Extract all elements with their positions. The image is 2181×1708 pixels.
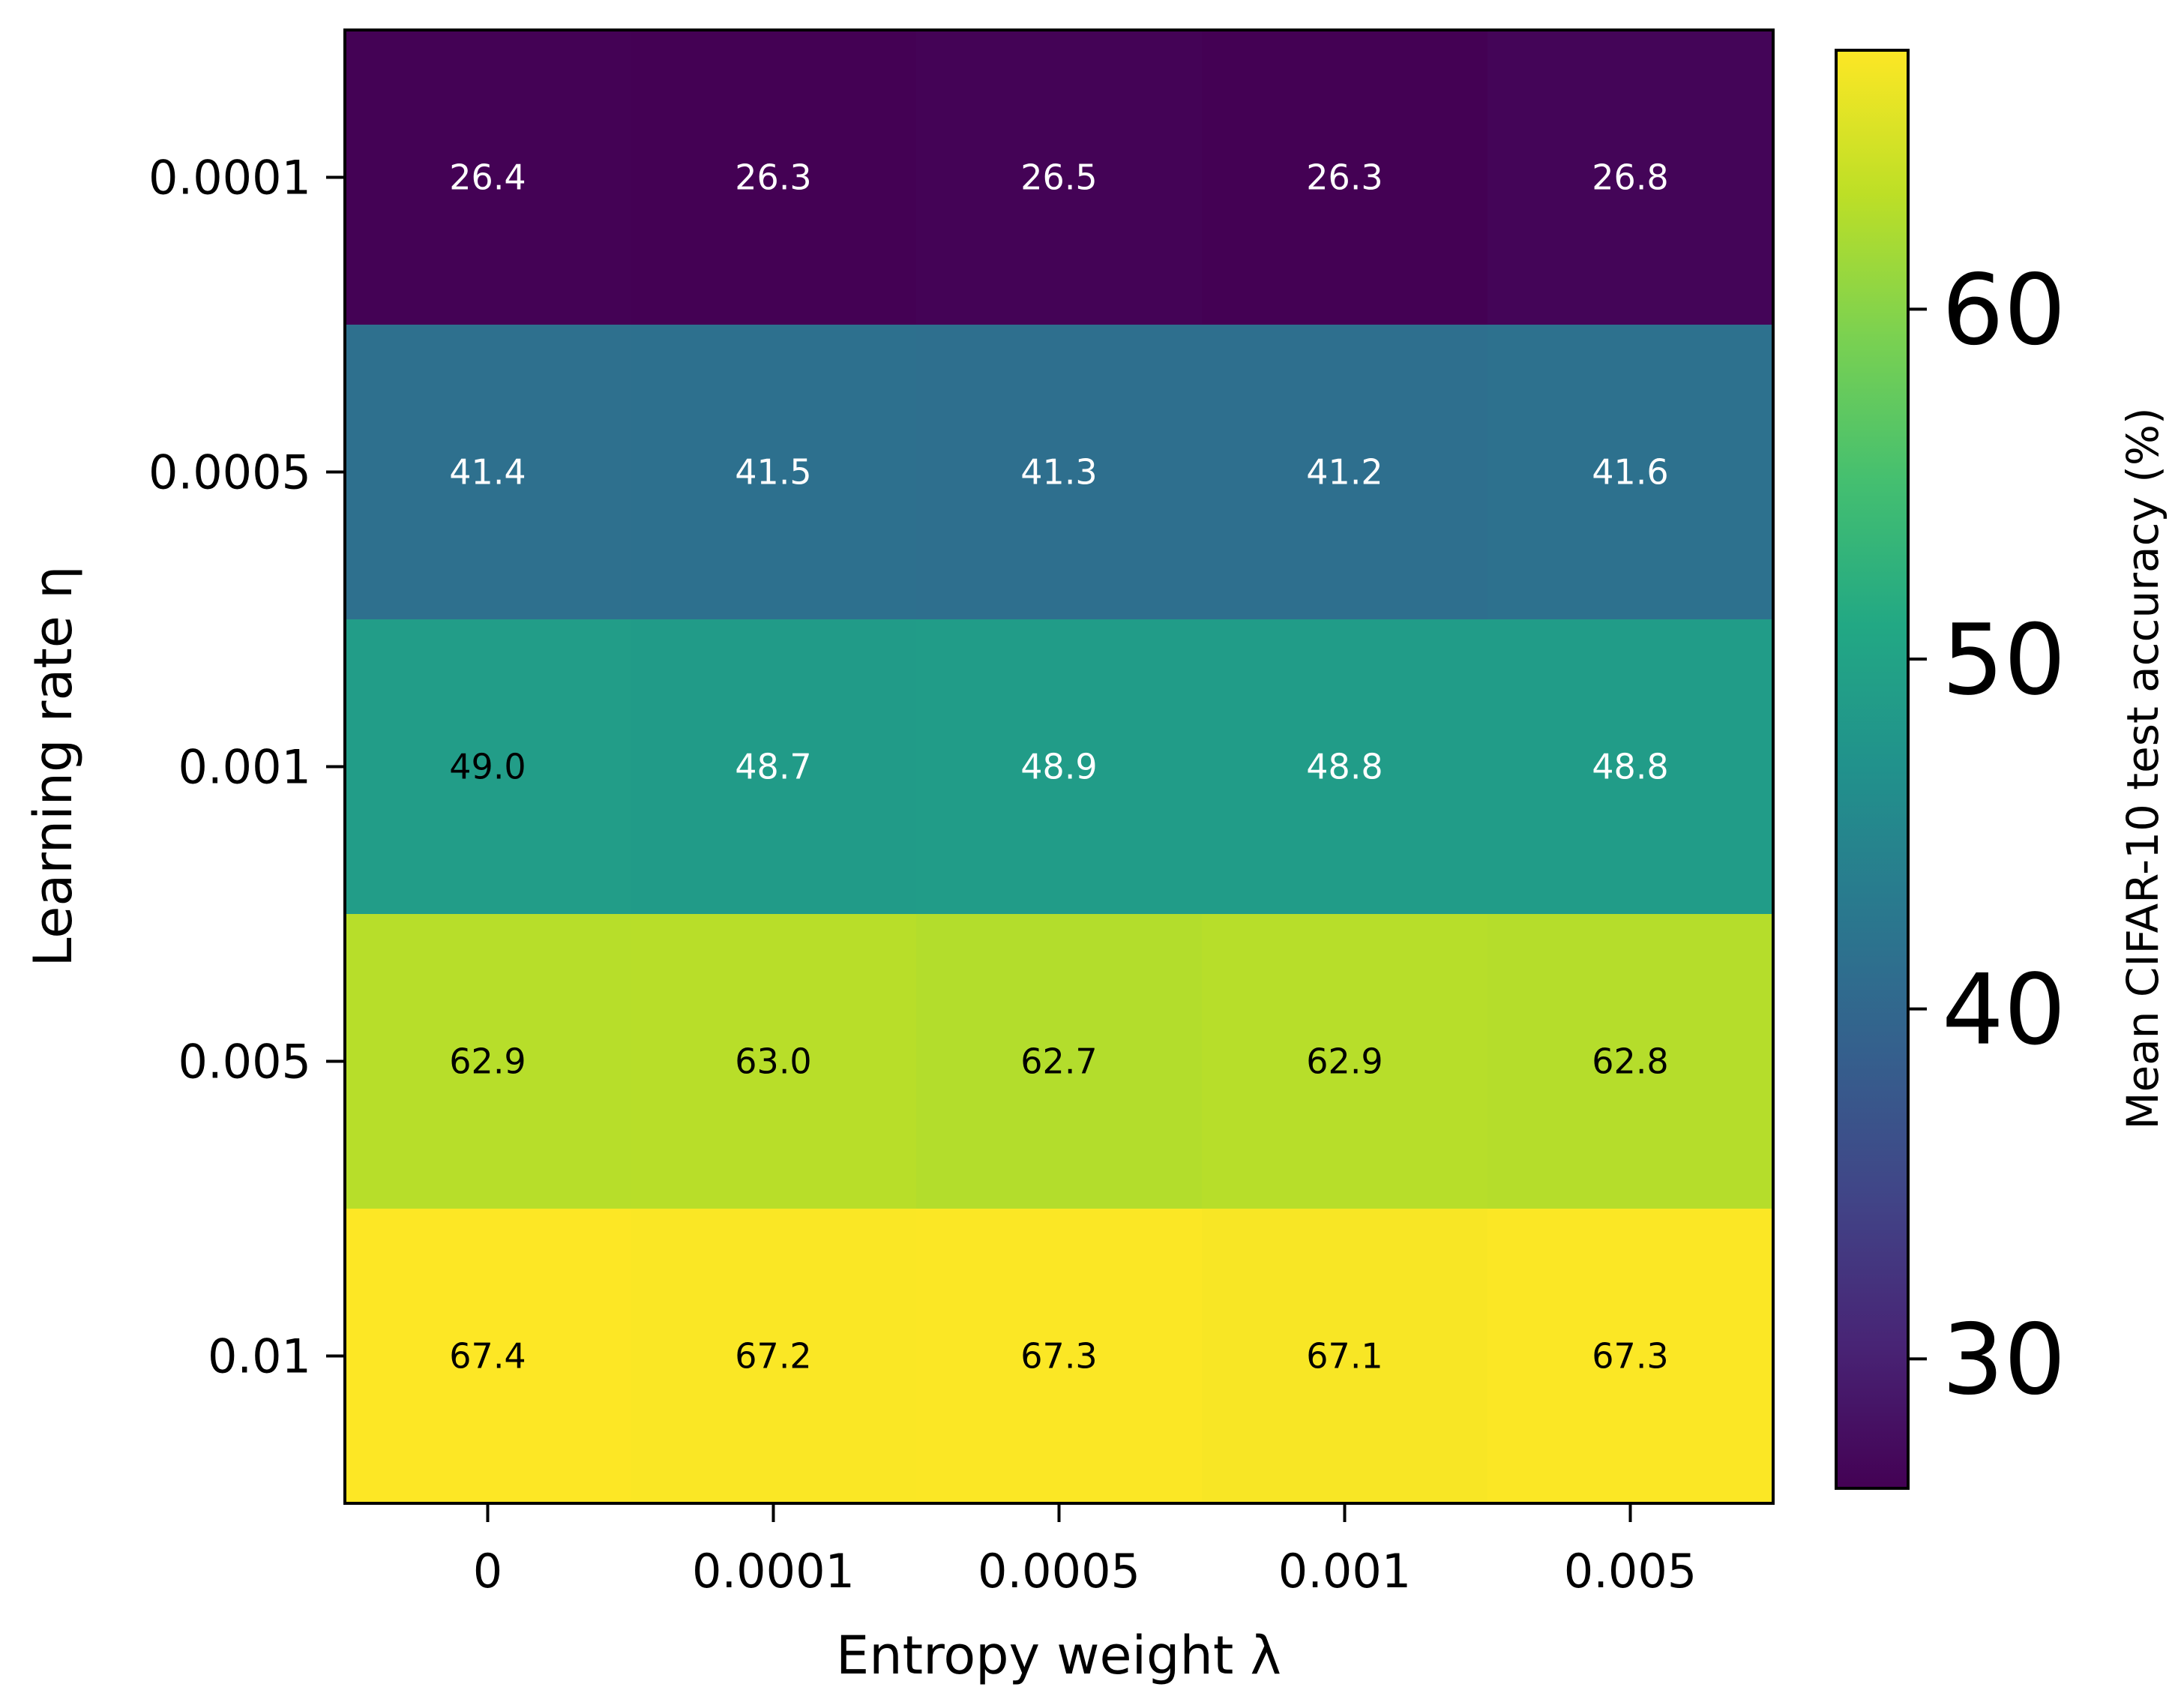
y-axis-label: Learning rate η [22,566,84,967]
cell-value-label: 41.3 [1020,452,1097,493]
heatmap-cell [1487,619,1774,915]
heatmap-cell [345,914,631,1209]
cell-value-label: 62.8 [1592,1041,1668,1082]
cell-value-label: 67.1 [1306,1336,1383,1377]
cell-value-label: 41.5 [735,452,811,493]
heatmap-cell [916,914,1203,1209]
heatmap-cell [631,325,917,620]
x-axis-ticks: 0 0.0001 0.0005 0.001 0.005 [473,1503,1697,1599]
cell-value-label: 26.3 [1306,157,1383,198]
heatmap-cell [345,325,631,620]
heatmap-cell [1487,914,1774,1209]
heatmap-cell [631,1209,917,1504]
heatmap-cell [1487,1209,1774,1504]
cell-value-label: 26.4 [449,157,526,198]
heatmap-cell [916,619,1203,915]
heatmap-cell [345,619,631,915]
cell-value-label: 48.9 [1020,747,1097,787]
colorbar-tick-label: 30 [1942,1302,2066,1416]
heatmap-cell-labels: 26.4 26.3 26.5 26.3 26.8 41.4 41.5 41.3 41.2 41.6… [449,157,1668,1377]
cell-value-label: 48.8 [1306,747,1383,787]
colorbar-tick-label: 50 [1942,603,2066,717]
cell-value-label: 41.6 [1592,452,1668,493]
cell-value-label: 67.3 [1592,1336,1668,1377]
x-tick-label: 0.0005 [978,1544,1140,1599]
heatmap-cell [631,914,917,1209]
heatmap-cell [1202,1209,1488,1504]
cell-value-label: 26.5 [1020,157,1097,198]
cell-value-label: 26.3 [735,157,811,198]
heatmap-cell [1487,325,1774,620]
cell-value-label: 62.9 [1306,1041,1383,1082]
y-tick-label: 0.005 [178,1035,312,1089]
heatmap-cell [1202,30,1488,325]
cell-value-label: 41.4 [449,452,526,493]
heatmap-cell [345,30,631,325]
heatmap-cell [916,1209,1203,1504]
x-tick-label: 0.001 [1278,1544,1412,1599]
colorbar-ticks: 30 40 50 60 [1908,253,2066,1416]
colorbar-label: Mean CIFAR-10 test accuracy (%) [2117,407,2168,1129]
heatmap-cell [1202,619,1488,915]
cell-value-label: 67.2 [735,1336,811,1377]
x-tick-label: 0 [473,1544,502,1599]
cell-value-label: 62.7 [1020,1041,1097,1082]
cell-value-label: 48.8 [1592,747,1668,787]
heatmap-cell [631,30,917,325]
x-tick-label: 0.0001 [692,1544,855,1599]
y-tick-label: 0.0005 [148,445,311,500]
heatmap-cell [916,30,1203,325]
cell-value-label: 67.4 [449,1336,526,1377]
heatmap-cell [1487,30,1774,325]
heatmap-cell [345,1209,631,1504]
heatmap-cell [1202,325,1488,620]
heatmap-cells [345,30,1774,1504]
cell-value-label: 62.9 [449,1041,526,1082]
colorbar-tick-label: 60 [1942,253,2066,367]
colorbar [1835,49,1910,1490]
heatmap-cell [631,619,917,915]
x-tick-label: 0.005 [1564,1544,1697,1599]
heatmap-cell [916,325,1203,620]
y-axis-ticks: 0.0001 0.0005 0.001 0.005 0.01 [148,151,345,1384]
y-tick-label: 0.0001 [148,151,311,205]
cell-value-label: 63.0 [735,1041,811,1082]
y-tick-label: 0.001 [178,740,312,795]
colorbar-tick-label: 40 [1942,953,2066,1067]
x-axis-label: Entropy weight λ [836,1625,1281,1686]
cell-value-label: 41.2 [1306,452,1383,493]
heatmap-cell [1202,914,1488,1209]
cell-value-label: 48.7 [735,747,811,787]
cell-value-label: 67.3 [1020,1336,1097,1377]
y-tick-label: 0.01 [208,1329,311,1384]
cell-value-label: 26.8 [1592,157,1668,198]
cell-value-label: 49.0 [449,747,526,787]
